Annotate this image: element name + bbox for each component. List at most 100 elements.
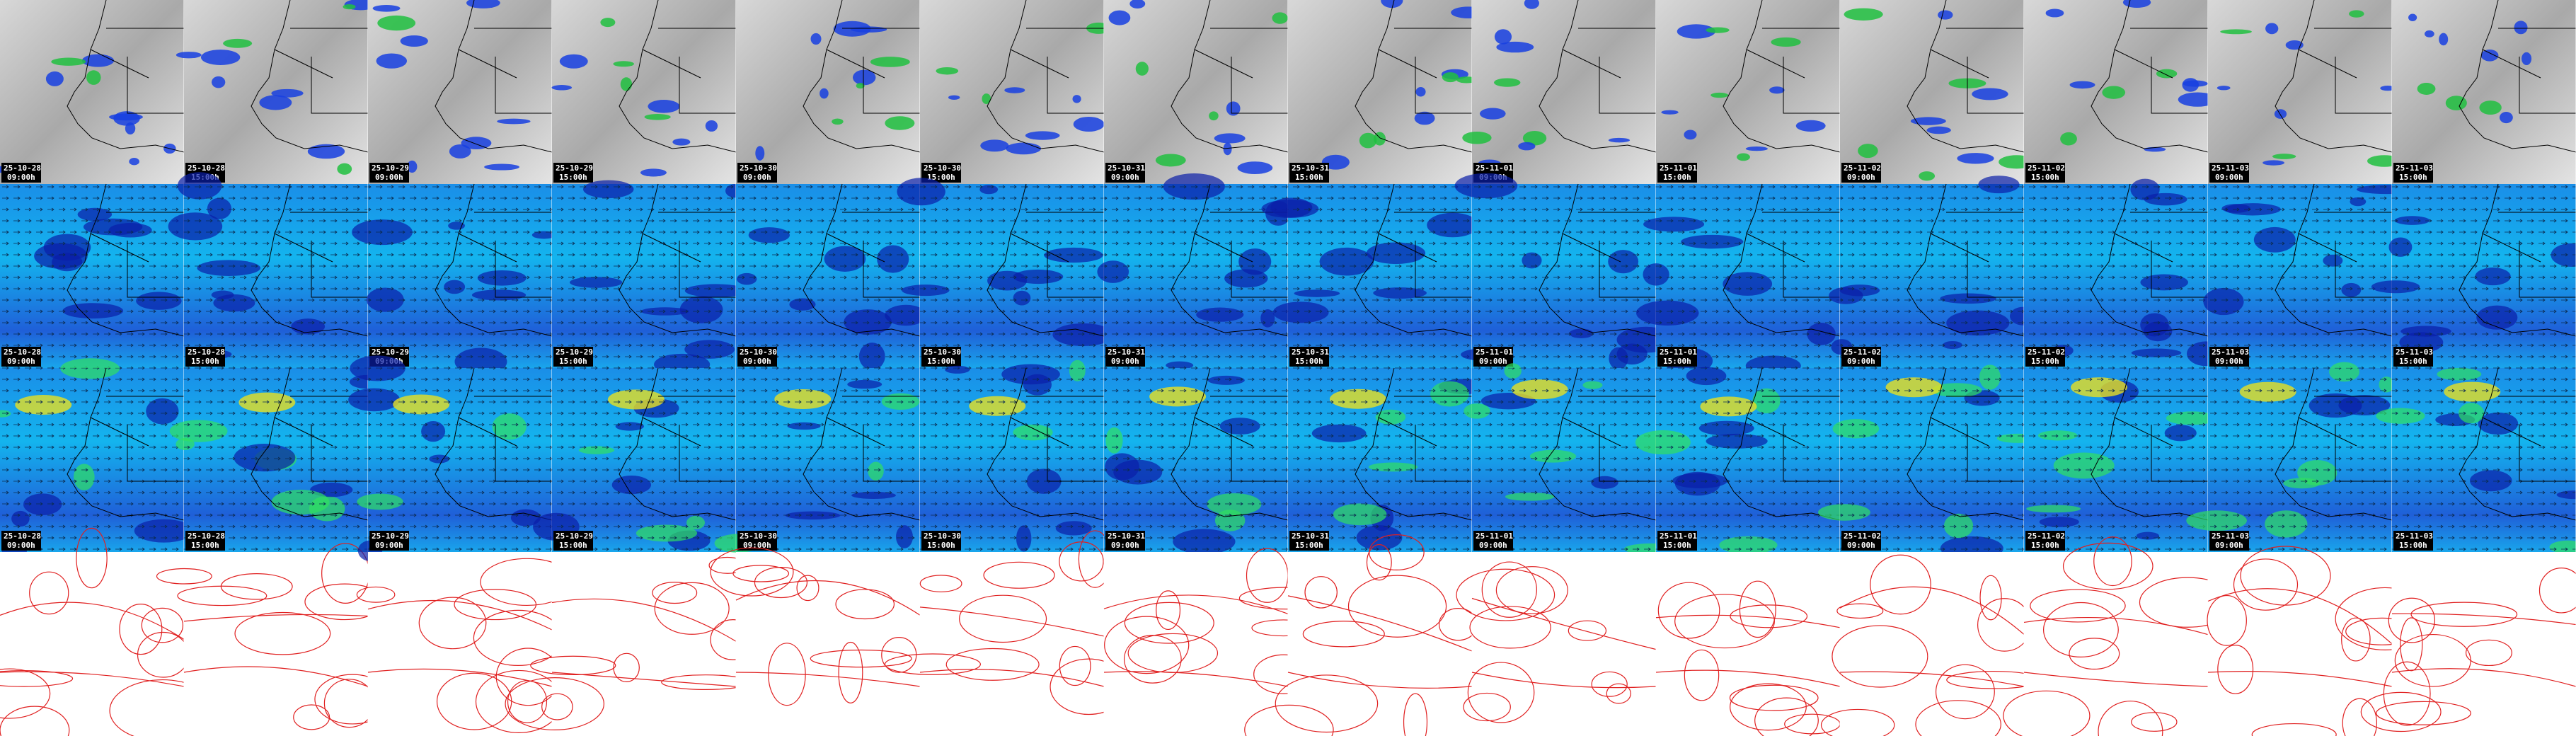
wind-arrows xyxy=(1472,184,1656,368)
isobar-line xyxy=(1839,586,2025,687)
cloud-patch xyxy=(176,52,202,59)
time-label-bg xyxy=(1473,347,1513,367)
cloud-patch xyxy=(2499,112,2513,124)
isobar-line xyxy=(1471,597,1657,689)
isobar xyxy=(2207,594,2247,646)
date-label: 25-11-02 xyxy=(2028,163,2065,173)
isobar xyxy=(983,561,1055,589)
isobar xyxy=(1935,664,1995,720)
cloud-patch xyxy=(644,114,671,120)
isobar xyxy=(2465,639,2512,667)
isobar xyxy=(1606,683,1631,704)
isobar xyxy=(119,604,163,655)
isobar xyxy=(1729,684,1819,711)
isobar xyxy=(356,586,396,603)
cloud-patch xyxy=(484,163,519,171)
isobar xyxy=(530,655,616,676)
isobar xyxy=(1467,662,1535,723)
wind-arrows xyxy=(2208,184,2392,368)
cloud-patch xyxy=(1771,37,1801,47)
isobar xyxy=(1304,576,1338,609)
coastline xyxy=(251,183,369,337)
cloud-patch xyxy=(1237,161,1273,175)
cloud-patch xyxy=(81,54,115,67)
cloud-patch xyxy=(1972,88,2008,100)
cloud-patch xyxy=(343,4,356,10)
cloud-patch xyxy=(2265,23,2279,35)
time-label-bg xyxy=(1289,531,1329,551)
isobar xyxy=(293,704,330,730)
wind-arrows xyxy=(1840,184,2024,368)
time-label: 15:00h xyxy=(559,357,587,366)
isobar xyxy=(2098,701,2163,736)
time-label-bg xyxy=(1,531,41,551)
time-label-bg xyxy=(1841,347,1881,367)
cloud-patch xyxy=(2060,132,2077,146)
isobar xyxy=(2093,536,2132,587)
wind-arrows xyxy=(2208,368,2392,552)
time-label: 09:00h xyxy=(2215,357,2243,366)
isobar xyxy=(1156,590,1181,631)
isobar xyxy=(1302,621,1385,648)
wind-arrows xyxy=(0,368,184,552)
wind-arrows xyxy=(736,184,920,368)
cloud-patch xyxy=(200,50,241,65)
date-label: 25-10-29 xyxy=(556,163,593,173)
isobar xyxy=(234,611,331,655)
isobar xyxy=(2217,645,2254,694)
date-label: 25-11-01 xyxy=(1476,531,1513,541)
cloud-patch xyxy=(1938,10,1953,20)
time-label-bg xyxy=(553,347,593,367)
cloud-patch xyxy=(1155,154,1186,167)
date-label: 25-10-29 xyxy=(556,347,593,357)
isobar xyxy=(835,589,895,620)
wind-arrows xyxy=(2024,368,2208,552)
time-label-bg xyxy=(2393,531,2433,551)
cloud-patch xyxy=(2417,82,2436,95)
isobar xyxy=(652,582,698,604)
cloud-patch xyxy=(1209,111,1219,121)
coastline xyxy=(2275,367,2393,521)
isobar-line xyxy=(551,598,737,687)
contour-bg xyxy=(1472,552,1656,736)
cloud-patch xyxy=(1496,41,1534,53)
time-label-bg xyxy=(553,531,593,551)
cloud-patch xyxy=(2522,52,2532,65)
cloud-patch xyxy=(1006,142,1042,155)
date-label: 25-11-03 xyxy=(2212,531,2249,541)
isobar xyxy=(1495,566,1568,614)
wind-arrows xyxy=(552,184,736,368)
coastline xyxy=(67,367,185,521)
contour-bg xyxy=(184,552,368,736)
map-panel xyxy=(2360,552,2576,736)
coastline xyxy=(803,367,921,521)
time-label: 15:00h xyxy=(927,357,955,366)
cloud-patch xyxy=(1710,92,1729,98)
time-label: 09:00h xyxy=(1847,173,1875,182)
time-label: 15:00h xyxy=(2399,173,2427,182)
isobar xyxy=(1820,708,1895,736)
date-label: 25-10-31 xyxy=(1292,347,1329,357)
cloud-patch xyxy=(1518,142,1536,151)
date-label: 25-10-29 xyxy=(372,347,409,357)
time-label: 15:00h xyxy=(1663,541,1691,550)
coastline xyxy=(987,0,1105,153)
time-label-bg xyxy=(1657,163,1697,183)
coastline xyxy=(619,0,737,153)
coastline xyxy=(803,183,921,337)
time-label-bg xyxy=(185,347,225,367)
cloud-patch xyxy=(2262,160,2284,166)
wind-arrows xyxy=(1288,368,1472,552)
coastline xyxy=(1907,0,2025,153)
isobar xyxy=(1730,604,1808,628)
cloud-patch xyxy=(51,57,86,66)
cloud-patch xyxy=(212,76,226,88)
